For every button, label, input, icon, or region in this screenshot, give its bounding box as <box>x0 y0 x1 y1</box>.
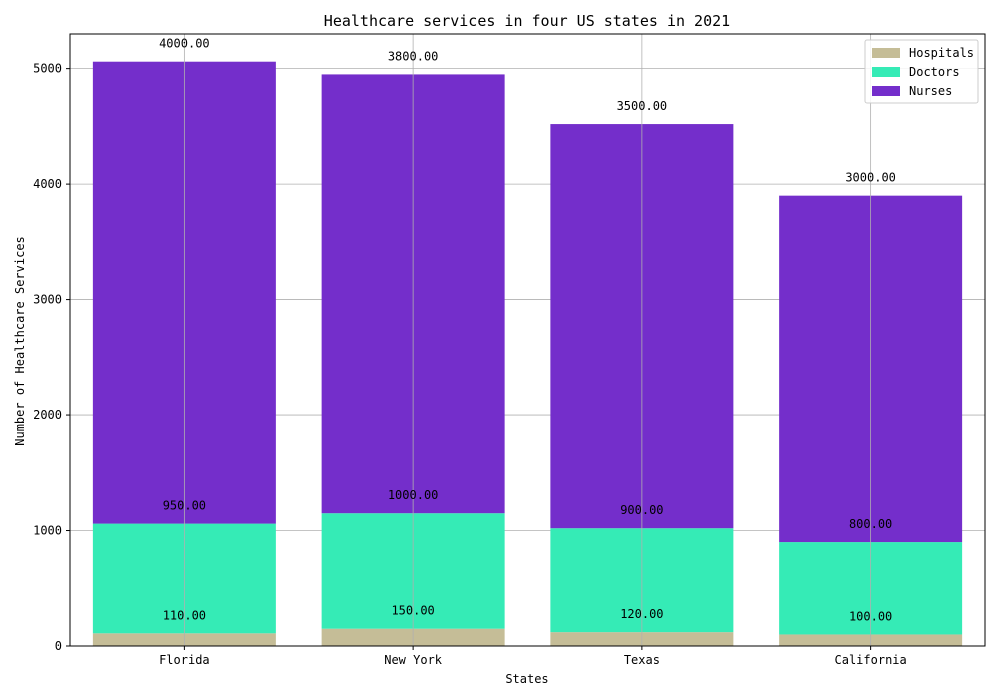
y-axis: 0 1000 2000 3000 4000 5000 <box>33 62 70 653</box>
y-tick-label: 5000 <box>33 62 62 76</box>
data-label: 900.00 <box>620 503 663 517</box>
x-axis-label: States <box>505 672 548 686</box>
bars <box>92 61 963 646</box>
x-tick-label: Texas <box>624 653 660 667</box>
legend-label-nurses: Nurses <box>909 84 952 98</box>
y-tick-label: 3000 <box>33 293 62 307</box>
y-tick-label: 0 <box>55 639 62 653</box>
y-tick-label: 1000 <box>33 524 62 538</box>
y-axis-label: Number of Healthcare Services <box>13 236 27 446</box>
y-tick-label: 4000 <box>33 177 62 191</box>
x-axis: Florida New York Texas California <box>159 646 907 667</box>
legend-swatch-nurses <box>872 86 900 96</box>
data-label: 3800.00 <box>388 49 439 63</box>
data-label: 120.00 <box>620 607 663 621</box>
data-label: 800.00 <box>849 517 892 531</box>
data-label: 4000.00 <box>159 37 210 51</box>
plot-frame <box>69 33 986 647</box>
legend-label-hospitals: Hospitals <box>909 46 974 60</box>
data-label: 950.00 <box>163 499 206 513</box>
data-label: 3000.00 <box>845 171 896 185</box>
data-label: 100.00 <box>849 609 892 623</box>
grid-overlay <box>183 34 872 646</box>
legend-label-doctors: Doctors <box>909 65 960 79</box>
data-labels: 110.00 950.00 4000.00 150.00 1000.00 3800.00 1… <box>159 37 896 624</box>
legend-swatch-doctors <box>872 67 900 77</box>
x-tick-label: California <box>835 653 907 667</box>
y-tick-label: 2000 <box>33 408 62 422</box>
data-label: 1000.00 <box>388 488 439 502</box>
data-label: 110.00 <box>163 608 206 622</box>
x-tick-label: New York <box>384 653 443 667</box>
data-label: 150.00 <box>391 604 434 618</box>
chart-title: Healthcare services in four US states in… <box>324 12 730 30</box>
data-label: 3500.00 <box>617 99 668 113</box>
x-tick-label: Florida <box>159 653 210 667</box>
legend-swatch-hospitals <box>872 48 900 58</box>
legend: Hospitals Doctors Nurses <box>864 39 979 104</box>
